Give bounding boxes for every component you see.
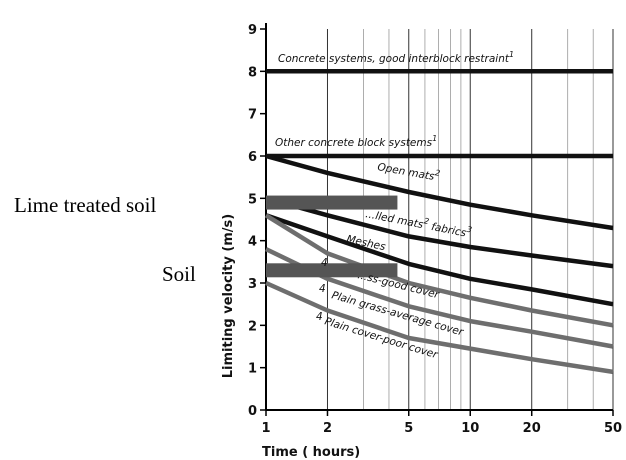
x-tick-label: 5 <box>404 421 413 436</box>
curve-label-concrete-good: Concrete systems, good interblock restra… <box>278 50 514 65</box>
series-line-7 <box>265 280 614 375</box>
x-tick-label: 20 <box>523 421 541 436</box>
curve-label-other-concrete: Other concrete block systems1 <box>275 134 437 149</box>
y-tick-label: 4 <box>248 235 257 250</box>
soil-label: Soil <box>162 262 196 286</box>
y-tick-label: 6 <box>248 150 257 165</box>
x-axis-label: Time ( hours) <box>262 445 360 460</box>
curve-marker: 4 <box>319 283 326 295</box>
y-tick-label: 2 <box>248 319 257 334</box>
curve-label-filled-mats: ...lled mats2 fabrics3 <box>364 205 472 240</box>
axes <box>265 23 613 411</box>
x-tick-label: 10 <box>461 421 479 436</box>
curve-label-grass-good: ...ss-good cover <box>356 269 441 301</box>
band-lime-treated-soil <box>266 195 398 210</box>
y-axis-label: Limiting velocity (m/s) <box>221 214 236 378</box>
series-line-4 <box>265 213 614 307</box>
y-tick-label: 0 <box>248 404 257 419</box>
y-tick-label: 5 <box>248 192 257 207</box>
curve-marker: 4 <box>316 311 323 323</box>
band-soil <box>266 263 398 278</box>
series-line-2 <box>265 153 614 231</box>
y-tick-label: 9 <box>248 23 257 38</box>
lime-treated-soil-label: Lime treated soil <box>14 193 156 217</box>
y-tick-label: 7 <box>248 108 257 123</box>
curve-marker: 4 <box>321 257 328 269</box>
soil-bands <box>266 195 398 278</box>
x-tick-label: 2 <box>323 421 332 436</box>
series-line-3 <box>265 196 614 269</box>
series-line-5 <box>264 213 614 328</box>
y-tick-label: 1 <box>248 362 257 377</box>
y-tick-label: 8 <box>248 65 257 80</box>
x-tick-label: 1 <box>261 421 270 436</box>
x-tick-label: 50 <box>604 421 622 436</box>
y-tick-label: 3 <box>248 277 257 292</box>
